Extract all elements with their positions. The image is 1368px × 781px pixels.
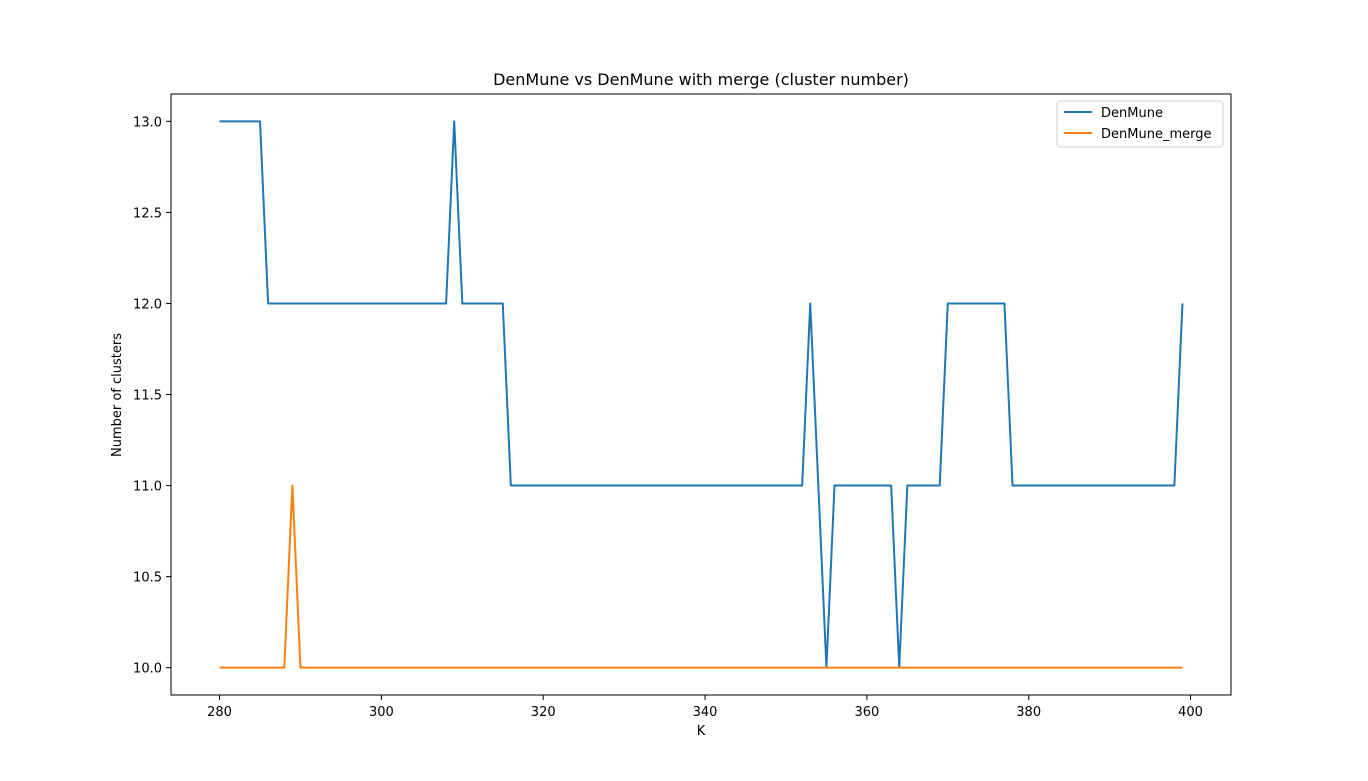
y-tick-label: 11.5	[133, 389, 162, 404]
x-tick-label: 280	[207, 705, 232, 720]
y-tick-label: 12.0	[133, 297, 162, 312]
x-tick-label: 400	[1178, 705, 1203, 720]
legend-label-denmune-merge: DenMune_merge	[1101, 127, 1211, 142]
x-axis-label: K	[697, 724, 706, 739]
y-tick-label: 10.5	[133, 571, 162, 586]
plot-lines	[219, 120, 1184, 669]
y-tick-label: 12.5	[133, 206, 162, 221]
x-tick-label: 320	[531, 705, 556, 720]
plot-area-frame	[170, 93, 1232, 696]
y-tick-label: 13.0	[133, 115, 162, 130]
x-tick-label: 360	[854, 705, 879, 720]
y-axis-label: Number of clusters	[110, 333, 125, 457]
series-line-denmune-merge	[219, 484, 1183, 669]
y-tick-label: 10.0	[133, 662, 162, 677]
legend: DenMune DenMune_merge	[1056, 100, 1224, 148]
series-line-denmune	[219, 120, 1184, 669]
x-tick-label: 300	[369, 705, 394, 720]
x-ticks: 280 300 320 340 360 380 400	[207, 695, 1203, 720]
x-tick-label: 380	[1016, 705, 1041, 720]
legend-label-denmune: DenMune	[1101, 106, 1163, 121]
x-tick-label: 340	[693, 705, 718, 720]
y-tick-label: 11.0	[133, 480, 162, 495]
y-ticks: 10.0 10.5 11.0 11.5 12.0 12.5 13.0	[133, 115, 171, 677]
legend-box	[1056, 100, 1224, 148]
chart-title: DenMune vs DenMune with merge (cluster n…	[493, 70, 909, 89]
